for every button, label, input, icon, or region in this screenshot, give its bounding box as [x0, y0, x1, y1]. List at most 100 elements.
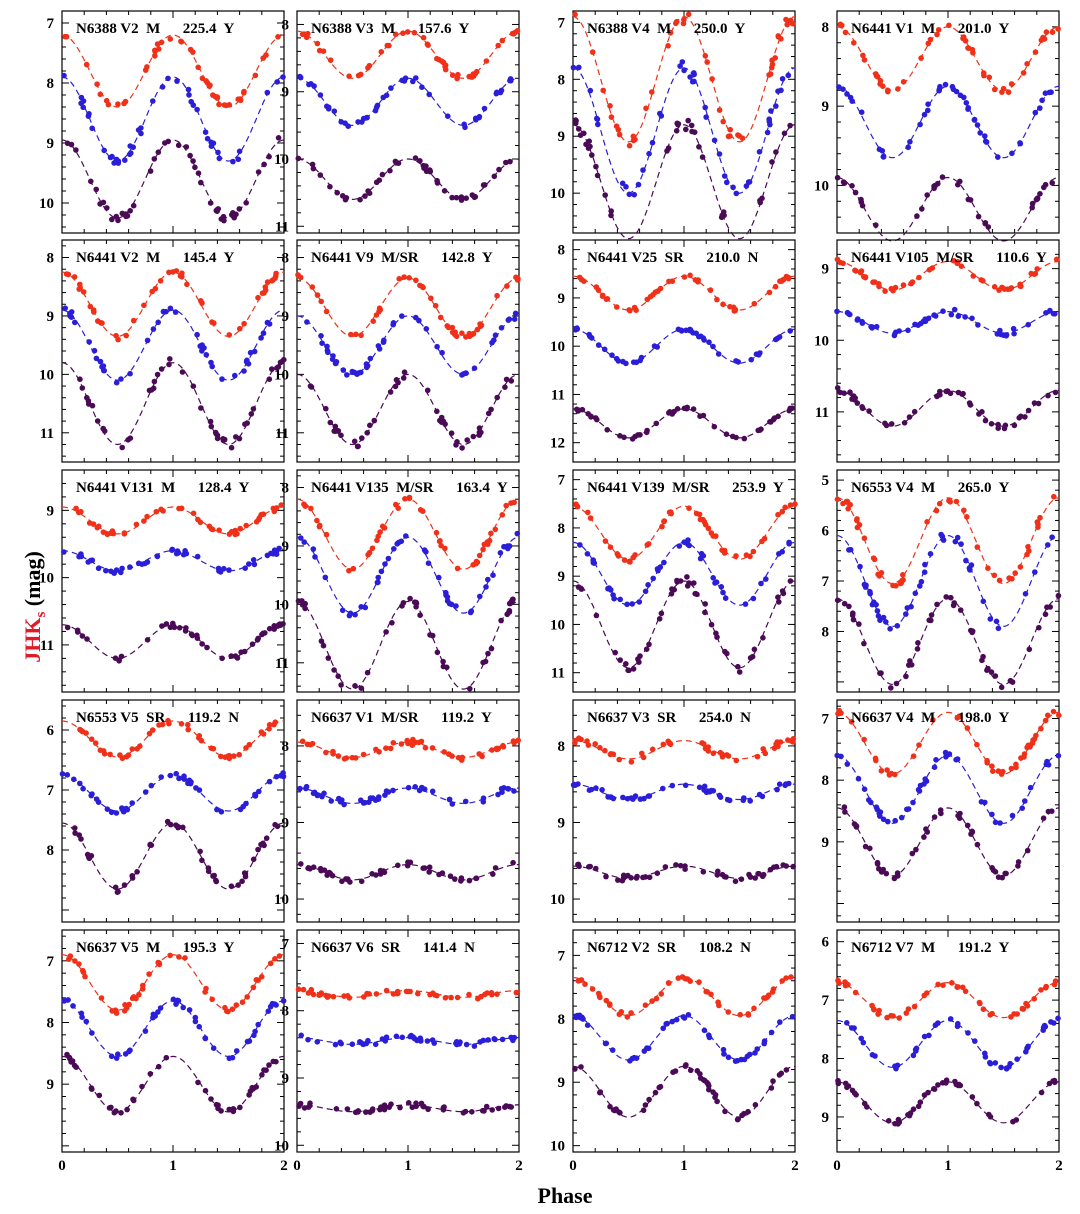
data-point-K — [309, 161, 316, 168]
data-point-K — [587, 863, 593, 870]
y-tick-label: 10 — [814, 178, 829, 194]
data-point-K — [967, 402, 974, 408]
data-point-J — [874, 74, 881, 80]
data-point-K — [388, 1101, 394, 1107]
data-point-K — [607, 1103, 613, 1110]
data-point-K — [115, 217, 121, 224]
data-point-J — [747, 553, 753, 560]
panel-frame — [296, 239, 520, 463]
data-point-H — [963, 557, 969, 564]
data-point-J — [158, 39, 165, 46]
data-point-H — [777, 1019, 783, 1025]
data-point-H — [715, 351, 722, 357]
data-point-K — [657, 1083, 664, 1090]
data-point-H — [301, 539, 308, 545]
data-point-J — [141, 518, 147, 524]
data-point-J — [627, 307, 633, 314]
data-point-H — [982, 138, 989, 145]
data-point-H — [855, 316, 861, 322]
data-point-H — [640, 167, 646, 173]
data-point-J — [425, 42, 431, 48]
data-point-H — [463, 370, 469, 377]
data-point-H — [776, 551, 782, 557]
data-point-J — [754, 753, 761, 760]
data-point-J — [73, 505, 79, 512]
data-point-J — [409, 742, 416, 748]
data-point-H — [337, 1039, 344, 1046]
data-point-J — [1042, 717, 1049, 724]
data-point-J — [704, 989, 710, 995]
data-point-J — [716, 1002, 722, 1009]
data-point-K — [892, 1120, 898, 1127]
data-point-K — [781, 130, 788, 137]
data-point-K — [74, 627, 81, 634]
data-point-J — [862, 274, 869, 280]
data-point-H — [708, 787, 715, 794]
data-point-H — [104, 806, 111, 812]
data-point-K — [151, 156, 158, 162]
data-point-K — [383, 629, 389, 635]
y-tick-label: 11 — [275, 656, 289, 672]
data-point-K — [237, 1104, 243, 1111]
data-point-K — [154, 371, 161, 378]
data-point-J — [299, 738, 306, 745]
data-point-H — [892, 817, 898, 824]
data-point-J — [434, 55, 440, 62]
data-point-K — [183, 625, 189, 631]
data-point-H — [722, 595, 729, 601]
data-point-H — [477, 593, 483, 600]
data-point-H — [724, 179, 730, 186]
data-point-K — [96, 1092, 103, 1099]
data-point-K — [434, 408, 440, 415]
data-point-J — [103, 97, 110, 104]
data-point-K — [413, 1100, 419, 1106]
data-point-K — [646, 874, 653, 881]
data-point-H — [697, 555, 704, 562]
data-point-J — [416, 739, 422, 746]
data-point-J — [195, 64, 201, 71]
data-point-H — [419, 84, 425, 90]
data-point-K — [670, 1069, 676, 1075]
data-point-K — [654, 870, 661, 876]
data-point-H — [181, 776, 187, 782]
data-point-J — [837, 21, 844, 28]
data-point-J — [710, 750, 717, 757]
data-point-K — [741, 435, 748, 442]
data-point-H — [880, 153, 887, 160]
data-point-K — [841, 600, 848, 607]
data-point-K — [393, 377, 400, 383]
data-point-H — [873, 323, 880, 330]
data-point-J — [737, 1011, 743, 1018]
data-point-K — [495, 1105, 502, 1112]
data-point-J — [258, 511, 265, 518]
data-point-J — [779, 508, 786, 515]
data-point-K — [572, 117, 579, 123]
fit-curve-H — [61, 550, 285, 572]
data-point-H — [109, 153, 115, 160]
data-point-J — [714, 296, 720, 303]
data-point-J — [696, 511, 703, 518]
data-point-J — [709, 76, 715, 82]
data-point-H — [696, 333, 702, 340]
data-point-H — [362, 604, 369, 611]
data-point-K — [841, 180, 848, 186]
data-point-K — [702, 601, 708, 607]
data-point-K — [858, 196, 864, 203]
data-point-K — [1038, 1089, 1045, 1096]
data-point-H — [673, 1016, 680, 1023]
data-point-K — [629, 436, 636, 442]
data-point-J — [308, 505, 314, 512]
data-point-J — [494, 746, 500, 753]
data-point-H — [122, 157, 128, 163]
data-point-H — [624, 601, 630, 608]
data-point-K — [109, 216, 115, 223]
data-point-J — [847, 501, 853, 508]
data-point-K — [635, 432, 641, 438]
data-point-H — [654, 344, 660, 350]
data-point-J — [314, 517, 320, 524]
data-point-J — [980, 70, 987, 76]
data-point-K — [849, 183, 855, 189]
data-point-H — [686, 542, 692, 549]
data-point-K — [72, 825, 78, 831]
data-point-K — [485, 410, 492, 417]
